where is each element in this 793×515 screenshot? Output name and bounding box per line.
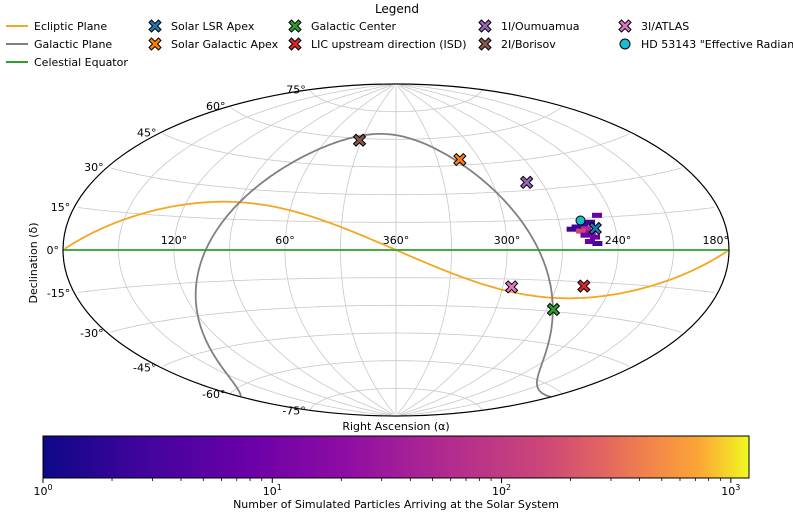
map-boundary [62,83,730,417]
ra-tick-label: 360° [383,234,410,247]
colorbar-tick-label: 102 [492,483,511,498]
legend-title: Legend [375,2,419,16]
3i-atlas-marker [504,280,519,294]
2i-borisov-marker [352,133,367,147]
legend-entry-galactic-center: Galactic Center [288,19,397,33]
legend-label: Ecliptic Plane [34,20,107,33]
colorbar-label: Number of Simulated Particles Arriving a… [233,498,559,511]
dec-tick-label: 0° [47,244,60,257]
legend-entry-3i-atlas: 3I/ATLAS [618,19,689,33]
dec-tick-label: 75° [286,84,306,97]
sky-map: 120° 60° 360° 300° 240° 180° 75° 60° 45° 30° 15° 0… [47,83,730,417]
dec-tick-label: -60° [202,388,225,401]
1i-oumuamua-marker [519,175,534,190]
legend-label: Galactic Plane [34,38,112,51]
solar-galactic-apex-marker [453,152,467,167]
legend-entry-1i-oumuamua: 1I/Oumuamua [478,19,579,33]
legend-marker [288,19,302,33]
heatmap-cell [581,226,592,232]
heatmap-cell [566,226,577,232]
heatmap-cell [592,212,602,218]
legend-entry-solar-lsr-apex: Solar LSR Apex [148,19,255,33]
legend-marker [148,19,162,33]
solar-lsr-apex-marker [588,221,603,236]
legend-entry-galactic-plane: Galactic Plane [6,38,112,51]
heatmap-cell [584,239,595,244]
galactic-center-marker [546,302,561,317]
heatmap-cell [578,222,589,228]
legend-label: HD 53143 "Effective Radiant" [641,38,793,51]
ra-tick-label: 180° [703,234,730,247]
heatmap-cell [580,232,591,238]
x-axis-label: Right Ascension (α) [342,420,449,433]
legend-label: Solar LSR Apex [171,20,255,33]
dec-tick-label: -45° [133,361,156,374]
heatmap-cell [590,234,600,240]
legend-label: Celestial Equator [34,56,128,69]
legend-entry-celestial-equator: Celestial Equator [6,56,128,69]
colorbar-gradient [42,435,750,479]
legend-marker [288,37,302,51]
legend-entry-hd-53143-effective-radiant: HD 53143 "Effective Radiant" [619,38,793,51]
ra-tick-label: 60° [275,234,295,247]
ra-tick-label: 240° [605,234,632,247]
colorbar-tick-label: 101 [263,483,282,498]
legend-label: LIC upstream direction (ISD) [311,38,467,51]
legend-marker [478,19,492,33]
ra-tick-label: 120° [161,234,188,247]
y-axis-label: Declination (δ) [27,223,40,304]
legend-label: 3I/ATLAS [641,20,689,33]
legend-marker [619,38,631,50]
legend-entry-solar-galactic-apex: Solar Galactic Apex [148,37,279,51]
legend-label: 2I/Borisov [501,38,556,51]
dec-tick-label: 45° [137,127,157,140]
dec-tick-label: -75° [282,404,305,417]
legend-entry-lic-upstream-direction-isd: LIC upstream direction (ISD) [288,37,467,51]
lic-upstream-direction-isd-marker [577,279,591,293]
legend-entry-2i-borisov: 2I/Borisov [478,37,556,51]
legend-label: 1I/Oumuamua [501,20,579,33]
ra-tick-label: 300° [494,234,521,247]
heatmap-cell [576,228,587,234]
legend-label: Galactic Center [311,20,397,33]
dec-tick-label: 60° [206,100,226,113]
dec-tick-label: -30° [80,327,103,340]
colorbar-tick-label: 103 [721,483,740,498]
legend-marker [148,37,162,51]
dec-tick-label: 30° [84,161,104,174]
hd-53143-effective-radiant-marker [575,215,586,226]
legend-marker [618,19,632,33]
colorbar: 100 101 102 103 Number of Simulated Particl… [33,435,750,511]
dec-gridline [78,278,718,293]
colorbar-tick-label: 100 [33,483,52,498]
dec-gridline [78,207,718,222]
galactic-plane-line [194,133,554,398]
heatmap-cell [585,219,596,225]
dec-tick-label: -15° [47,287,70,300]
dec-gridline [230,360,562,394]
legend: Legend Ecliptic Plane Galactic Plane Celes… [6,2,793,69]
legend-marker [478,37,492,51]
heatmap-cell [592,241,603,246]
dec-tick-label: 15° [51,201,71,214]
legend-label: Solar Galactic Apex [171,38,279,51]
legend-entry-ecliptic-plane: Ecliptic Plane [6,20,107,33]
